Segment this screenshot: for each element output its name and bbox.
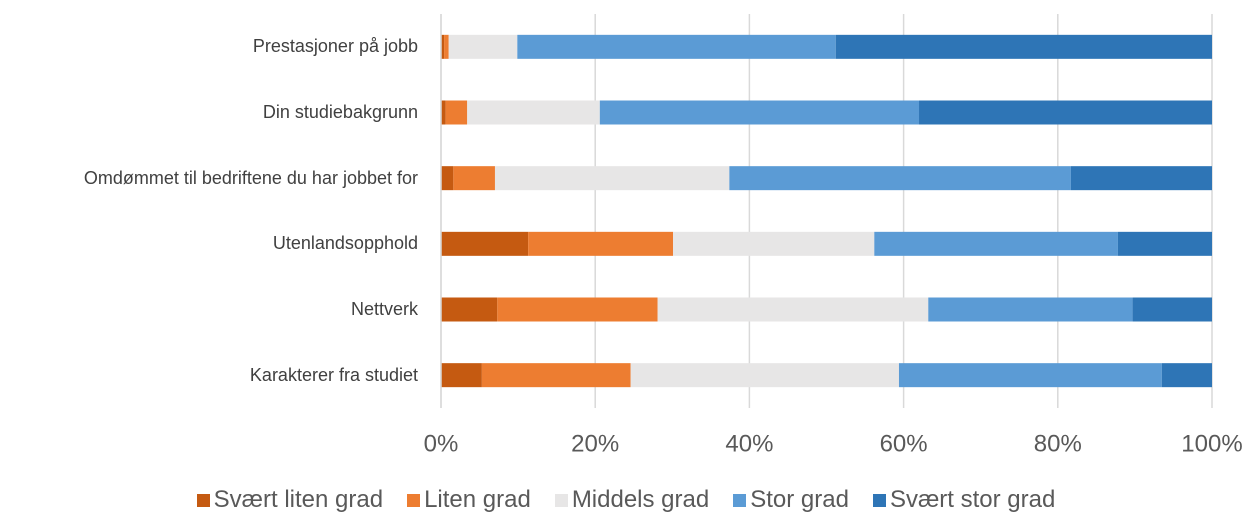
legend-swatch	[872, 493, 886, 507]
bar-segment	[494, 166, 730, 191]
legend-label: Stor grad	[750, 486, 849, 513]
legend: Svært liten grad Liten grad Middels grad St…	[0, 486, 1252, 514]
category-label-box: Prestasjoner på jobb	[0, 17, 418, 77]
bar-segment	[599, 100, 920, 125]
legend-swatch	[196, 493, 210, 507]
x-tick-label: 0%	[424, 430, 459, 457]
legend-swatch	[554, 493, 568, 507]
bar-segment	[729, 166, 1071, 191]
bar-segment	[1117, 231, 1212, 256]
legend-label: Middels grad	[571, 486, 710, 513]
bar-segment	[874, 231, 1118, 256]
category-label-box: Omdømmet til bedriftene du har jobbet fo…	[0, 148, 418, 208]
bar-segment	[898, 363, 1162, 388]
category-label: Utenlandsopphold	[272, 233, 418, 254]
legend-label: Svært stor grad	[889, 486, 1056, 513]
bar-segment	[630, 363, 899, 388]
legend-item: Middels grad	[554, 486, 710, 514]
bar-segment	[453, 166, 495, 191]
legend-item: Liten grad	[407, 486, 531, 514]
bar-segment	[528, 231, 674, 256]
bar-segment	[517, 34, 836, 59]
bar-segment	[928, 297, 1133, 322]
bar-segment	[835, 34, 1212, 59]
category-label-box: Utenlandsopphold	[0, 214, 418, 274]
legend-swatch	[407, 493, 421, 507]
bar-segment	[673, 231, 875, 256]
category-label: Prestasjoner på jobb	[252, 36, 418, 57]
category-label-box: Karakterer fra studiet	[0, 345, 418, 405]
x-tick-label: 40%	[725, 430, 773, 457]
bar-segment	[441, 166, 454, 191]
bar-segment	[919, 100, 1212, 125]
x-tick-label: 60%	[880, 430, 928, 457]
category-label: Karakterer fra studiet	[249, 364, 418, 385]
legend-swatch	[733, 493, 747, 507]
x-tick-label: 20%	[571, 430, 619, 457]
bar-segment	[441, 231, 529, 256]
bar-segment	[497, 297, 658, 322]
category-label: Nettverk	[350, 299, 418, 319]
legend-item: Svært stor grad	[872, 486, 1056, 514]
bar-segment	[445, 100, 468, 125]
bar-segment	[444, 34, 449, 59]
bar-segment	[441, 297, 498, 322]
bar-segment	[441, 363, 482, 388]
bar-segment	[441, 100, 446, 125]
bar-segment	[441, 34, 445, 59]
bar-segment	[1070, 166, 1212, 191]
category-label: Din studiebakgrunn	[262, 102, 418, 122]
bar-segment	[481, 363, 631, 388]
category-label-box: Din studiebakgrunn	[0, 83, 418, 143]
legend-item: Stor grad	[733, 486, 849, 514]
bar-segment	[657, 297, 929, 322]
x-tick-label: 100%	[1181, 430, 1242, 457]
bar-segment	[1132, 297, 1212, 322]
bar-segment	[467, 100, 600, 125]
legend-label: Svært liten grad	[213, 486, 384, 513]
legend-label: Liten grad	[424, 486, 531, 513]
category-label-box: Nettverk	[0, 280, 418, 340]
x-tick-label: 80%	[1034, 430, 1082, 457]
legend-item: Svært liten grad	[196, 486, 384, 514]
category-label: Omdømmet til bedriftene du har jobbet fo…	[83, 167, 418, 188]
bar-segment	[448, 34, 518, 59]
bar-segment	[1161, 363, 1212, 388]
